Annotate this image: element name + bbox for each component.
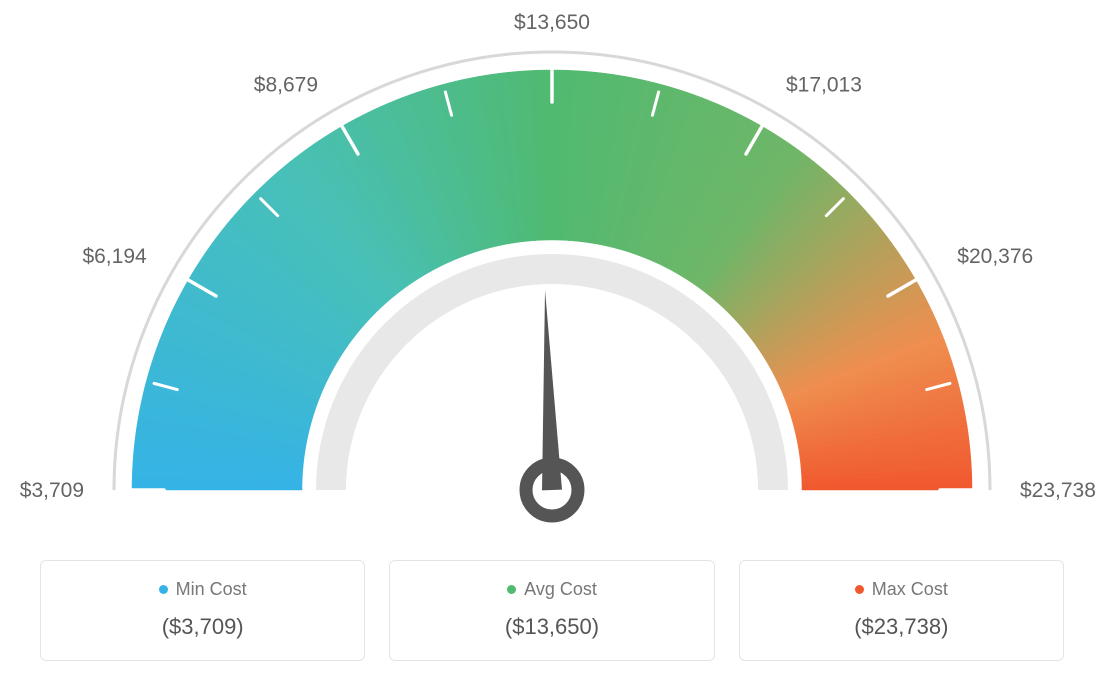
card-label: Max Cost xyxy=(872,579,948,600)
svg-text:$8,679: $8,679 xyxy=(254,74,318,97)
min-cost-card: Min Cost ($3,709) xyxy=(40,560,365,661)
summary-cards: Min Cost ($3,709) Avg Cost ($13,650) Max… xyxy=(0,560,1104,661)
dot-icon xyxy=(507,585,516,594)
dot-icon xyxy=(159,585,168,594)
card-value: ($23,738) xyxy=(760,614,1043,640)
card-title: Min Cost xyxy=(61,579,344,600)
svg-text:$23,738: $23,738 xyxy=(1020,479,1096,502)
svg-text:$13,650: $13,650 xyxy=(514,11,590,34)
card-value: ($13,650) xyxy=(410,614,693,640)
gauge-chart: $3,709 $6,194 $8,679 $13,650 $17,013 $20,376 $… xyxy=(0,0,1104,560)
svg-text:$20,376: $20,376 xyxy=(957,245,1033,268)
card-label: Min Cost xyxy=(176,579,247,600)
gauge-svg: $3,709 $6,194 $8,679 $13,650 $17,013 $20,376 $… xyxy=(0,0,1104,560)
svg-text:$3,709: $3,709 xyxy=(20,479,84,502)
dot-icon xyxy=(855,585,864,594)
card-label: Avg Cost xyxy=(524,579,597,600)
avg-cost-card: Avg Cost ($13,650) xyxy=(389,560,714,661)
card-title: Max Cost xyxy=(760,579,1043,600)
max-cost-card: Max Cost ($23,738) xyxy=(739,560,1064,661)
svg-text:$6,194: $6,194 xyxy=(82,245,147,268)
svg-text:$17,013: $17,013 xyxy=(786,74,862,97)
card-value: ($3,709) xyxy=(61,614,344,640)
card-title: Avg Cost xyxy=(410,579,693,600)
